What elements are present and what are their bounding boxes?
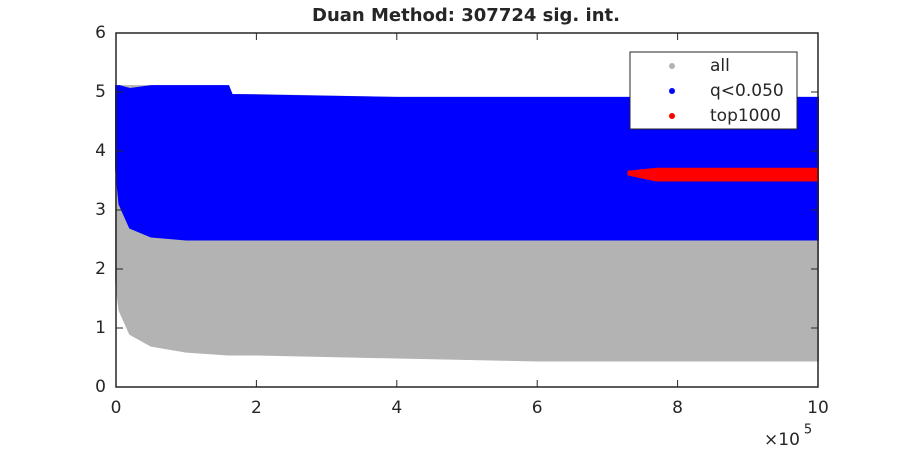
x-tick-label: 8	[672, 398, 683, 418]
legend-label: all	[710, 56, 730, 76]
legend-marker	[669, 63, 675, 69]
y-tick-label: 2	[95, 259, 106, 279]
y-tick-label: 1	[95, 318, 106, 338]
y-tick-label: 5	[95, 82, 106, 102]
y-tick-label: 4	[95, 141, 106, 161]
x-tick-label: 0	[111, 398, 122, 418]
legend-marker	[669, 88, 675, 94]
legend-label: q<0.050	[710, 81, 784, 101]
legend-label: top1000	[710, 106, 781, 126]
legend-marker	[669, 113, 675, 119]
chart-title: Duan Method: 307724 sig. int.	[312, 5, 620, 26]
point-cloud	[627, 167, 819, 182]
x-multiplier-exponent: 5	[804, 423, 812, 438]
legend-box	[629, 51, 798, 130]
x-tick-label: 6	[532, 398, 543, 418]
x-tick-label: 4	[391, 398, 402, 418]
x-multiplier: ×10	[764, 430, 800, 450]
x-tick-label: 10	[807, 398, 829, 418]
x-tick-label: 2	[251, 398, 262, 418]
y-tick-label: 6	[95, 23, 106, 43]
y-tick-label: 0	[95, 377, 106, 397]
y-tick-label: 3	[95, 200, 106, 220]
